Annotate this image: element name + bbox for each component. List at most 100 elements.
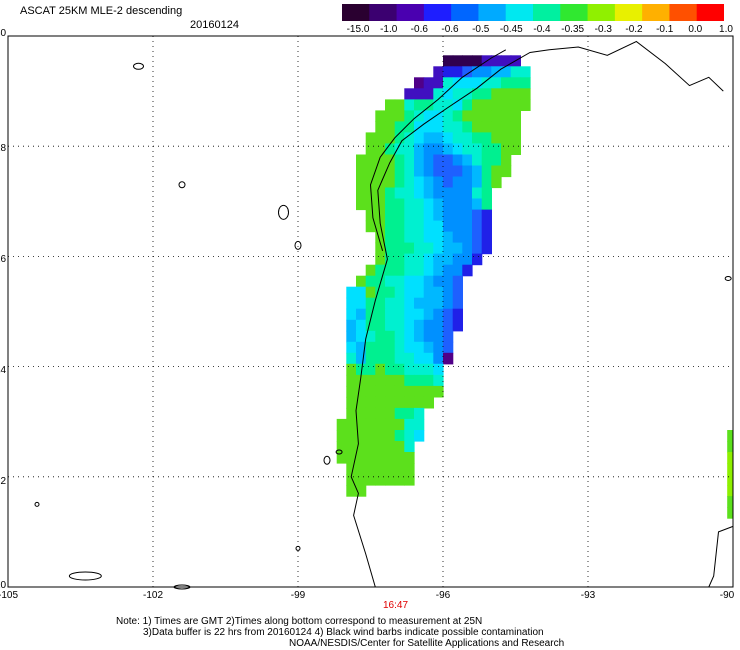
retrieval-cell bbox=[414, 242, 425, 255]
retrieval-cell bbox=[433, 341, 444, 354]
retrieval-cell bbox=[491, 143, 502, 155]
retrieval-cell bbox=[481, 77, 492, 89]
retrieval-cell bbox=[404, 441, 415, 453]
retrieval-cell bbox=[423, 187, 434, 200]
retrieval-cell bbox=[404, 88, 415, 100]
retrieval-cell bbox=[423, 143, 434, 155]
retrieval-cell bbox=[385, 452, 396, 464]
retrieval-cell bbox=[375, 407, 386, 420]
retrieval-cell bbox=[501, 88, 512, 100]
retrieval-cell bbox=[433, 132, 444, 144]
retrieval-cell bbox=[443, 308, 454, 321]
retrieval-cell bbox=[433, 297, 444, 310]
retrieval-cell bbox=[472, 66, 483, 78]
retrieval-cell bbox=[385, 330, 396, 343]
retrieval-cell bbox=[414, 264, 425, 277]
retrieval-cell bbox=[414, 198, 425, 211]
lat-label-24: 24 bbox=[0, 365, 7, 376]
retrieval-cell bbox=[385, 99, 396, 111]
retrieval-cell bbox=[443, 66, 454, 78]
yucatan-coastline bbox=[708, 525, 734, 588]
colorbar-segment bbox=[342, 4, 370, 21]
retrieval-cell bbox=[346, 485, 357, 497]
retrieval-cell bbox=[443, 286, 454, 299]
retrieval-cell bbox=[365, 363, 376, 376]
retrieval-cell bbox=[443, 165, 454, 178]
retrieval-cell bbox=[481, 154, 492, 167]
retrieval-cell bbox=[472, 165, 483, 178]
retrieval-cell bbox=[452, 209, 463, 222]
retrieval-cell bbox=[414, 330, 425, 343]
retrieval-cell bbox=[375, 209, 386, 222]
retrieval-cell bbox=[375, 253, 386, 266]
retrieval-cell bbox=[365, 297, 376, 310]
retrieval-cell bbox=[481, 209, 492, 222]
retrieval-cell bbox=[365, 220, 376, 233]
retrieval-cell bbox=[346, 407, 357, 420]
retrieval-cell bbox=[443, 209, 454, 222]
retrieval-cell bbox=[346, 474, 357, 486]
retrieval-cell bbox=[423, 297, 434, 310]
retrieval-cell bbox=[414, 77, 425, 89]
retrieval-cell bbox=[385, 220, 396, 233]
retrieval-cell bbox=[375, 319, 386, 332]
retrieval-cell bbox=[414, 297, 425, 310]
retrieval-cell bbox=[462, 176, 473, 189]
retrieval-cell bbox=[433, 319, 444, 332]
retrieval-cells bbox=[336, 55, 733, 519]
retrieval-cell bbox=[375, 474, 386, 486]
retrieval-cell bbox=[423, 209, 434, 222]
retrieval-cell bbox=[472, 231, 483, 244]
retrieval-cell bbox=[356, 165, 367, 178]
retrieval-cell bbox=[481, 143, 492, 155]
retrieval-cell bbox=[452, 231, 463, 244]
retrieval-cell bbox=[356, 407, 367, 420]
retrieval-cell bbox=[365, 143, 376, 155]
note-line-3: NOAA/NESDIS/Center for Satellite Applica… bbox=[289, 638, 565, 649]
retrieval-cell bbox=[356, 341, 367, 354]
retrieval-cell bbox=[394, 352, 405, 365]
retrieval-cell bbox=[336, 430, 347, 442]
retrieval-cell bbox=[404, 352, 415, 365]
retrieval-cell bbox=[385, 396, 396, 409]
retrieval-cell bbox=[727, 441, 733, 453]
retrieval-cell bbox=[375, 286, 386, 299]
retrieval-cell bbox=[346, 286, 357, 299]
colorbar-tick-label: -0.5 bbox=[472, 24, 490, 35]
retrieval-cell bbox=[433, 363, 444, 376]
retrieval-cell bbox=[423, 99, 434, 111]
retrieval-cell bbox=[472, 154, 483, 167]
retrieval-cell bbox=[404, 154, 415, 167]
retrieval-cell bbox=[404, 231, 415, 244]
colorbar-tick-label: -0.6 bbox=[441, 24, 459, 35]
retrieval-cell bbox=[375, 297, 386, 310]
retrieval-cell bbox=[346, 363, 357, 376]
retrieval-cell bbox=[472, 176, 483, 189]
retrieval-cell bbox=[394, 418, 405, 431]
retrieval-cell bbox=[394, 99, 405, 111]
retrieval-cell bbox=[452, 88, 463, 100]
retrieval-cell bbox=[365, 474, 376, 486]
retrieval-cell bbox=[414, 385, 425, 398]
retrieval-cell bbox=[414, 352, 425, 365]
retrieval-cell bbox=[433, 198, 444, 211]
retrieval-cell bbox=[423, 220, 434, 233]
retrieval-cell bbox=[433, 176, 444, 189]
retrieval-cell bbox=[433, 286, 444, 299]
retrieval-cell bbox=[472, 242, 483, 255]
retrieval-cell bbox=[385, 463, 396, 475]
retrieval-cell bbox=[727, 474, 733, 486]
retrieval-cell bbox=[414, 110, 425, 122]
retrieval-cell bbox=[385, 264, 396, 277]
land-outline bbox=[34, 501, 40, 507]
retrieval-cell bbox=[452, 242, 463, 255]
retrieval-cell bbox=[443, 77, 454, 89]
retrieval-cell bbox=[452, 154, 463, 167]
retrieval-cell bbox=[365, 463, 376, 475]
retrieval-cell bbox=[356, 430, 367, 442]
retrieval-cell bbox=[414, 88, 425, 100]
retrieval-cell bbox=[346, 352, 357, 365]
retrieval-cell bbox=[452, 110, 463, 122]
retrieval-cell bbox=[356, 154, 367, 167]
retrieval-cell bbox=[375, 176, 386, 189]
